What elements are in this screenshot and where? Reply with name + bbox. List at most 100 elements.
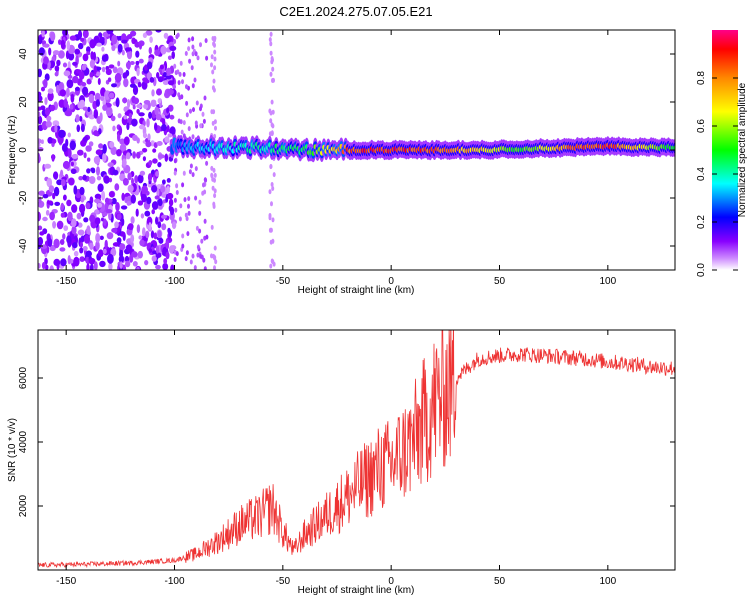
heatmap-speckle [167, 80, 175, 86]
heatmap-streak [214, 259, 218, 265]
heatmap-speckle [101, 54, 108, 62]
heatmap-speckle [145, 230, 150, 239]
heatmap-speckle [131, 118, 138, 127]
heatmap-streak [269, 31, 273, 37]
heatmap-speckle [58, 129, 65, 138]
x-tick-label: -100 [164, 276, 184, 287]
heatmap-speckle [75, 114, 80, 123]
heatmap-speckle [60, 39, 66, 50]
heatmap-speckle [184, 256, 188, 262]
heatmap-speckle [135, 208, 139, 217]
heatmap-speckle [119, 243, 126, 251]
heatmap-speckle [167, 104, 174, 112]
heatmap-speckle [116, 237, 122, 244]
heatmap-streak [213, 188, 217, 194]
heatmap-speckle [147, 173, 153, 182]
heatmap-speckle [56, 59, 61, 67]
heatmap-speckle [62, 62, 68, 68]
heatmap-speckle [202, 118, 206, 124]
heatmap-speckle [148, 222, 152, 231]
heatmap-speckle [184, 51, 188, 56]
heatmap-speckle [127, 223, 134, 231]
heatmap-speckle [154, 106, 159, 116]
heatmap-speckle [95, 71, 101, 77]
heatmap-speckle [170, 264, 175, 270]
heatmap-speckle [116, 149, 122, 157]
heatmap-speckle [178, 216, 182, 222]
heatmap-speckle [41, 30, 45, 38]
heatmap-speckle [38, 153, 41, 163]
heatmap-speckle [71, 226, 77, 235]
heatmap-speckle [193, 265, 197, 270]
heatmap-speckle [144, 260, 149, 266]
heatmap-speckle [189, 163, 193, 169]
heatmap-speckle [85, 250, 93, 258]
heatmap-speckle [158, 237, 164, 244]
heatmap-speckle [168, 245, 175, 254]
heatmap-speckle [49, 265, 54, 270]
heatmap-speckle [135, 50, 140, 58]
heatmap-speckle [204, 177, 208, 183]
heatmap-speckle [85, 202, 91, 210]
snr-x-label: Height of straight line (km) [298, 585, 415, 596]
heatmap-speckle [145, 30, 153, 36]
colorbar-label: Normalized spectral amplitude [737, 82, 748, 217]
heatmap-speckle [49, 211, 55, 221]
heatmap-speckle [69, 103, 74, 110]
heatmap-speckle [175, 251, 179, 257]
heatmap-speckle [125, 244, 133, 253]
heatmap-streak [269, 71, 273, 77]
heatmap-streak [212, 201, 216, 207]
heatmap-speckle [91, 168, 96, 174]
heatmap-speckle [110, 146, 117, 155]
heatmap-speckle [150, 101, 157, 107]
heatmap-speckle [151, 255, 157, 262]
heatmap-speckle [136, 104, 143, 109]
heatmap-speckle [136, 137, 140, 144]
heatmap-speckle [152, 158, 158, 164]
heatmap-speckle [191, 172, 195, 178]
heatmap-streak [269, 118, 273, 124]
heatmap-speckle [144, 79, 150, 84]
heatmap-speckle [76, 212, 82, 220]
heatmap-speckle [163, 72, 167, 78]
heatmap-speckle [77, 222, 83, 228]
snr-line-marks [38, 330, 675, 569]
heatmap-speckle [88, 141, 94, 147]
heatmap-speckle [43, 56, 49, 65]
heatmap-streak [213, 42, 216, 48]
heatmap-speckle [156, 88, 162, 96]
heatmap-speckle [47, 91, 54, 102]
snr-x-axis: -150 -100 -50 0 50 100 [56, 330, 617, 587]
heatmap-speckle [175, 190, 179, 195]
heatmap-speckle [104, 197, 110, 204]
heatmap-speckle [187, 196, 191, 202]
heatmap-streak [269, 50, 273, 56]
heatmap-streak [269, 41, 273, 47]
heatmap-speckle [80, 197, 85, 203]
heatmap-speckle [155, 252, 162, 258]
heatmap-speckle [151, 185, 158, 193]
heatmap-speckle [151, 209, 155, 215]
snr-y-label: SNR (10 * v/v) [7, 418, 18, 482]
heatmap-speckle [161, 123, 167, 132]
heatmap-speckle [194, 120, 198, 126]
heatmap-speckle [193, 77, 197, 83]
heatmap-speckle [128, 113, 133, 119]
heatmap-speckle [195, 100, 199, 106]
y-tick-label: 0 [18, 147, 29, 153]
heatmap-speckle [123, 78, 129, 88]
heatmap-streak [269, 263, 273, 269]
heatmap-speckle [201, 111, 205, 117]
heatmap-speckle [165, 240, 170, 249]
heatmap-streak [213, 37, 216, 43]
snr-line [38, 330, 675, 569]
heatmap-speckle [199, 253, 203, 259]
heatmap-speckle [172, 84, 176, 90]
heatmap-streak [269, 164, 273, 169]
heatmap-speckle [108, 92, 115, 99]
heatmap-speckle [166, 185, 170, 194]
heatmap-speckle [82, 246, 88, 251]
heatmap-speckle [149, 36, 153, 43]
heatmap-speckle [79, 115, 83, 122]
